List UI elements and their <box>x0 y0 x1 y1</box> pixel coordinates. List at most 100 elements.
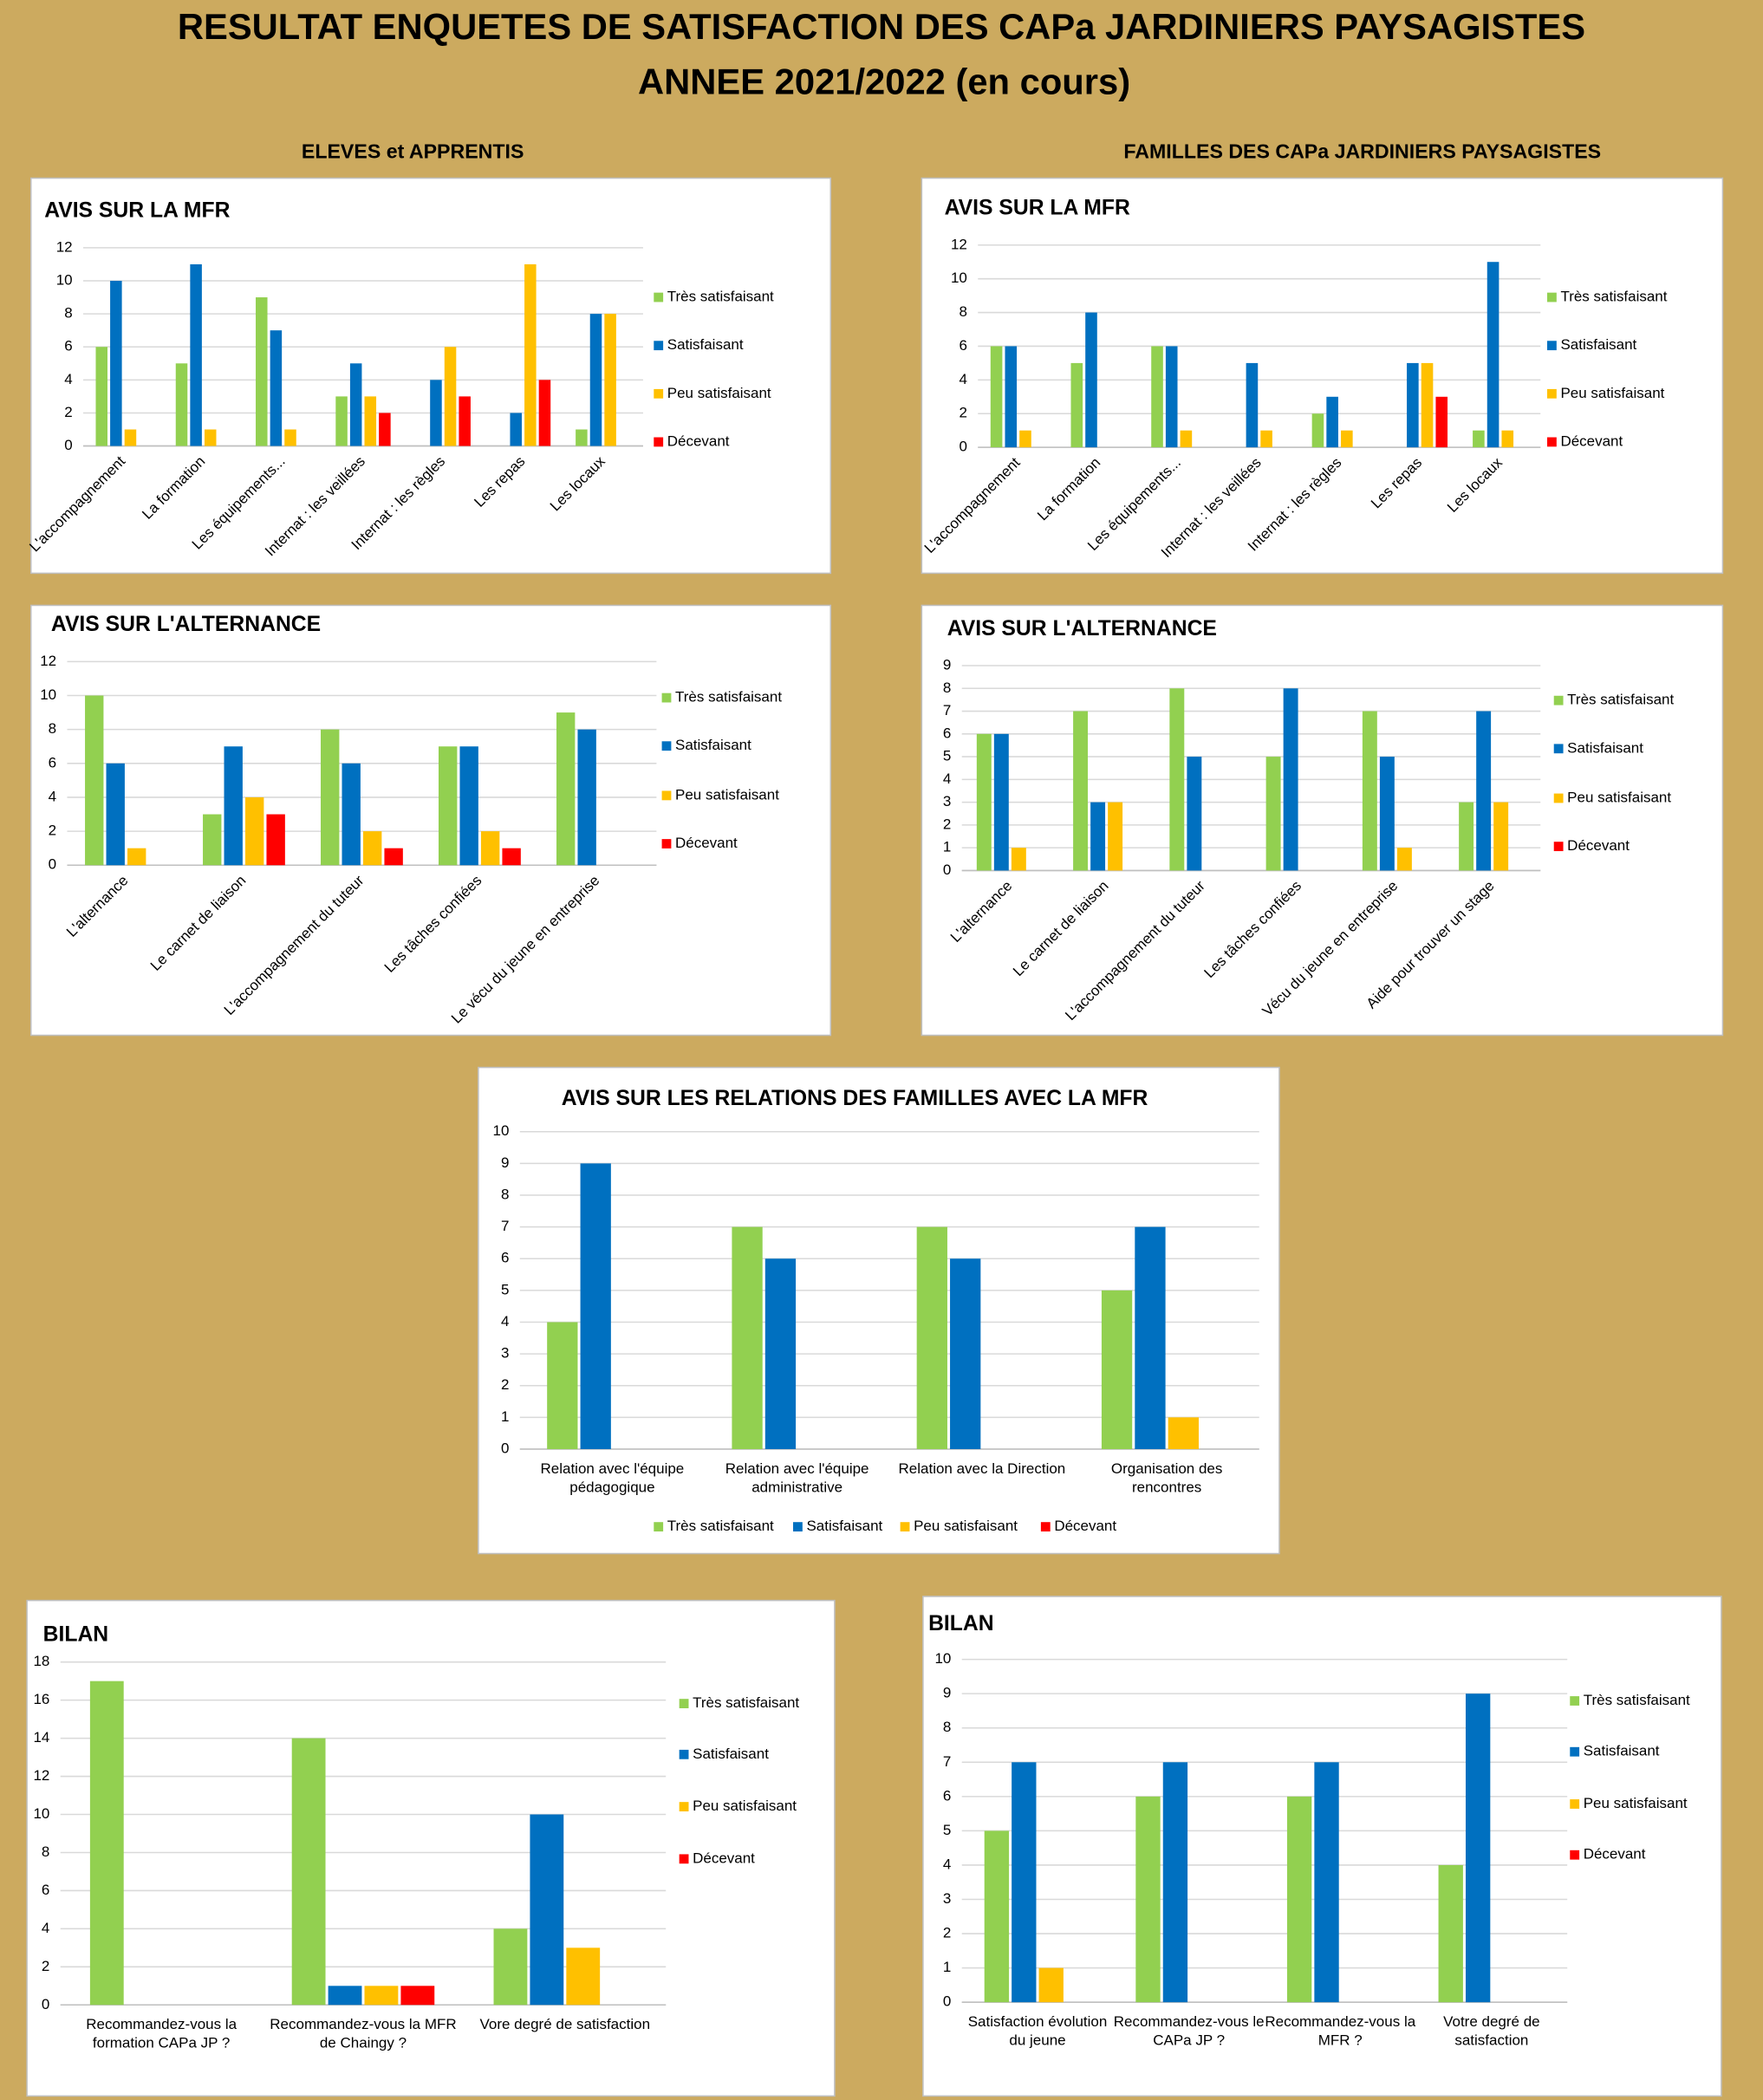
bar <box>1108 802 1123 871</box>
y-tick-label: 2 <box>959 405 966 421</box>
y-tick-label: 12 <box>33 1767 49 1784</box>
y-tick-label: 6 <box>943 1787 951 1804</box>
bar <box>95 347 107 446</box>
page-subtitle: ANNEE 2021/2022 (en cours) <box>638 61 1130 101</box>
bar <box>1493 802 1509 871</box>
legend-label: Satisfaisant <box>1567 739 1643 756</box>
bar <box>732 1226 763 1449</box>
bar <box>1187 757 1202 871</box>
bar <box>284 429 296 446</box>
bar <box>580 1163 611 1449</box>
x-tick-label: Recommandez-vous le CAPa JP ? <box>1113 2014 1265 2050</box>
bar <box>400 1986 435 2006</box>
y-tick-label: 0 <box>501 1440 509 1456</box>
column-heading: ELEVES et APPRENTIS <box>302 140 524 162</box>
legend-label: Satisfaisant <box>693 1746 769 1762</box>
y-tick-label: 12 <box>56 238 73 255</box>
legend-label: Satisfaisant <box>675 737 751 753</box>
bar <box>203 814 222 866</box>
legend-label: Décevant <box>1584 1846 1646 1863</box>
y-tick-label: 3 <box>501 1345 509 1362</box>
x-tick-label-box: Relation avec l'équipe administrative <box>725 1461 869 1496</box>
bar <box>764 1258 797 1449</box>
chart-title: AVIS SUR L'ALTERNANCE <box>947 617 1217 640</box>
legend-swatch <box>1547 388 1557 399</box>
bar <box>444 347 457 446</box>
bar <box>1473 430 1485 448</box>
legend-label: Très satisfaisant <box>693 1694 799 1711</box>
legend-swatch <box>679 1749 689 1759</box>
bar <box>106 763 125 866</box>
legend-swatch <box>1553 695 1564 705</box>
y-tick-label: 2 <box>943 1925 951 1941</box>
chart-title: BILAN <box>43 1622 109 1646</box>
y-tick-label: 9 <box>943 656 951 673</box>
y-tick-label: 16 <box>33 1691 49 1707</box>
y-tick-label: 0 <box>943 861 951 878</box>
bar <box>480 831 500 866</box>
bar <box>1396 848 1412 871</box>
legend-swatch <box>793 1522 803 1532</box>
legend-swatch <box>1547 292 1557 302</box>
legend-label: Décevant <box>1054 1518 1116 1534</box>
y-tick-label: 6 <box>959 337 966 354</box>
legend-label: Décevant <box>675 835 738 851</box>
x-tick-label: Relation avec la Direction <box>898 1460 1066 1478</box>
x-tick-label-box: Votre degré de satisfaction <box>1443 2014 1540 2049</box>
legend-label: Très satisfaisant <box>667 1518 774 1534</box>
bar <box>175 363 188 446</box>
x-tick-label-box: Satisfaction évolution du jeune <box>967 2014 1108 2050</box>
y-tick-label: 1 <box>943 1959 951 1975</box>
y-tick-label: 3 <box>943 793 951 809</box>
legend-label: Satisfaisant <box>1560 336 1636 353</box>
y-tick-label: 10 <box>951 270 967 286</box>
bar <box>459 396 471 446</box>
y-tick-label: 7 <box>943 1753 951 1770</box>
y-tick-label: 10 <box>493 1122 510 1139</box>
x-tick-label: Satisfaction évolution du jeune <box>967 2014 1108 2050</box>
y-tick-label: 0 <box>64 437 72 453</box>
bar <box>342 763 361 866</box>
bar <box>244 796 264 866</box>
legend-swatch <box>1547 437 1557 447</box>
y-tick-label: 18 <box>33 1653 49 1669</box>
bar <box>1438 1864 1463 2003</box>
x-tick-label-box: Organisation des rencontres <box>1111 1461 1223 1496</box>
bar <box>493 1928 528 2006</box>
bar <box>85 695 104 866</box>
y-tick-label: 2 <box>42 1958 49 1974</box>
bar <box>364 1986 399 2006</box>
bar <box>1005 346 1018 448</box>
y-tick-label: 8 <box>64 305 72 322</box>
bar <box>530 1814 564 2006</box>
x-tick-label: Relation avec l'équipe pédagogique <box>540 1460 685 1497</box>
y-tick-label: 12 <box>40 653 56 669</box>
legend-swatch <box>654 341 664 351</box>
y-tick-label: 10 <box>40 686 56 703</box>
bar <box>1180 430 1193 448</box>
bar <box>556 712 576 866</box>
legend-label: Décevant <box>1560 432 1623 449</box>
bar <box>950 1258 981 1449</box>
bar <box>510 413 522 446</box>
bar <box>321 729 340 866</box>
legend-swatch <box>1570 1746 1580 1757</box>
chart-title: AVIS SUR LA MFR <box>44 199 230 223</box>
legend-label: Peu satisfaisant <box>693 1798 797 1814</box>
y-tick-label: 4 <box>49 788 56 804</box>
bar <box>976 733 992 871</box>
legend-label: Satisfaisant <box>667 336 744 353</box>
y-tick-label: 5 <box>943 1822 951 1838</box>
x-tick-label-box: Relation avec la Direction <box>898 1460 1066 1478</box>
legend-label: Très satisfaisant <box>675 689 782 705</box>
bar <box>1459 802 1474 871</box>
bar <box>266 814 285 866</box>
legend-label: Peu satisfaisant <box>675 786 779 803</box>
x-tick-label: Recommandez-vous la MFR de Chaingy ? <box>270 2017 457 2052</box>
y-tick-label: 10 <box>934 1650 951 1667</box>
bar <box>604 314 616 446</box>
y-tick-label: 6 <box>64 338 72 354</box>
bar <box>576 429 588 446</box>
bar <box>566 1947 601 2006</box>
chart-title: AVIS SUR LES RELATIONS DES FAMILLES AVEC… <box>562 1087 1148 1110</box>
